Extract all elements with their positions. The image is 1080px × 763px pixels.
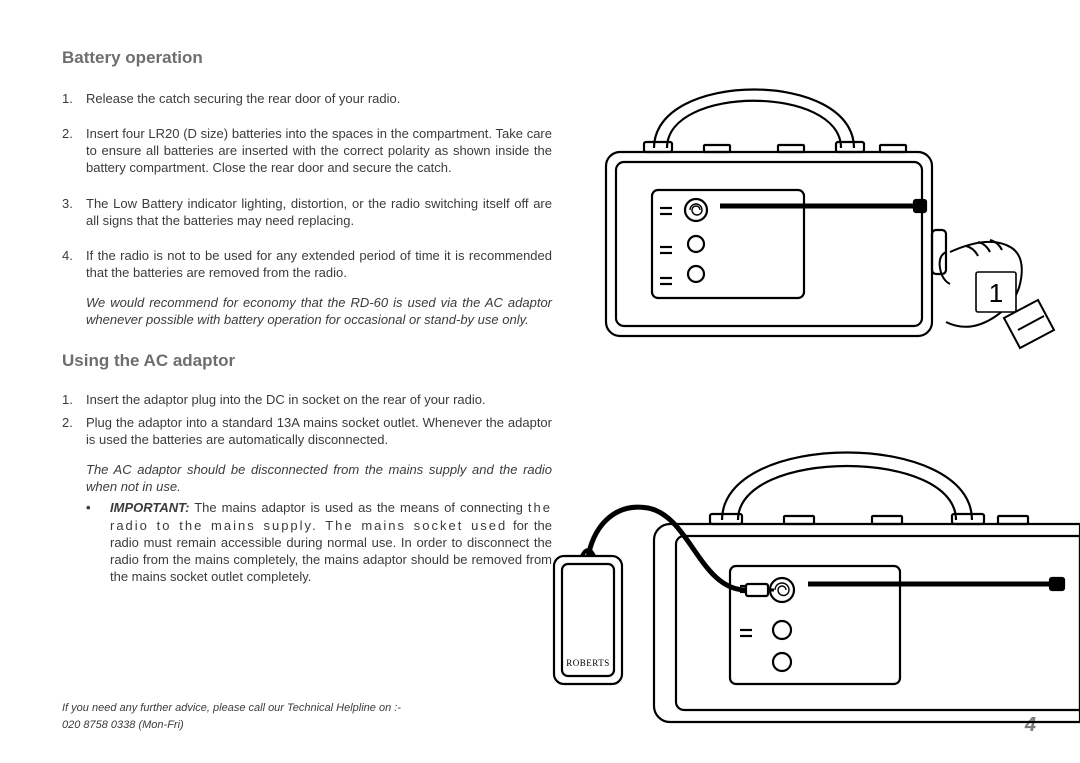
- important-label: IMPORTANT:: [110, 500, 189, 515]
- ac-step-1: 1.Insert the adaptor plug into the DC in…: [62, 391, 552, 408]
- helpline: If you need any further advice, please c…: [62, 700, 401, 733]
- battery-recommendation: We would recommend for economy that the …: [86, 294, 552, 328]
- figure1-callout-number: 1: [989, 278, 1003, 308]
- helpline-line1: If you need any further advice, please c…: [62, 700, 401, 717]
- battery-step-2: 2.Insert four LR20 (D size) batteries in…: [62, 125, 552, 176]
- adaptor-brand-label: ROBERTS: [566, 658, 609, 668]
- left-column: Battery operation 1.Release the catch se…: [62, 48, 552, 585]
- heading-battery-operation: Battery operation: [62, 48, 552, 68]
- helpline-line2: 020 8758 0338 (Mon-Fri): [62, 717, 401, 734]
- battery-steps: 1.Release the catch securing the rear do…: [62, 90, 552, 281]
- battery-step-3: 3.The Low Battery indicator lighting, di…: [62, 195, 552, 229]
- figure-ac-adaptor-illustration: ROBERTS: [540, 404, 1080, 724]
- ac-important: • IMPORTANT: The mains adaptor is used a…: [86, 499, 552, 585]
- ac-note: The AC adaptor should be disconnected fr…: [86, 461, 552, 495]
- ac-step-2: 2.Plug the adaptor into a standard 13A m…: [62, 414, 552, 448]
- battery-step-4: 4.If the radio is not to be used for any…: [62, 247, 552, 281]
- figure-battery-illustration: 1: [594, 30, 1080, 350]
- heading-ac-adaptor: Using the AC adaptor: [62, 351, 552, 371]
- ac-steps: 1.Insert the adaptor plug into the DC in…: [62, 391, 552, 448]
- battery-step-1: 1.Release the catch securing the rear do…: [62, 90, 552, 107]
